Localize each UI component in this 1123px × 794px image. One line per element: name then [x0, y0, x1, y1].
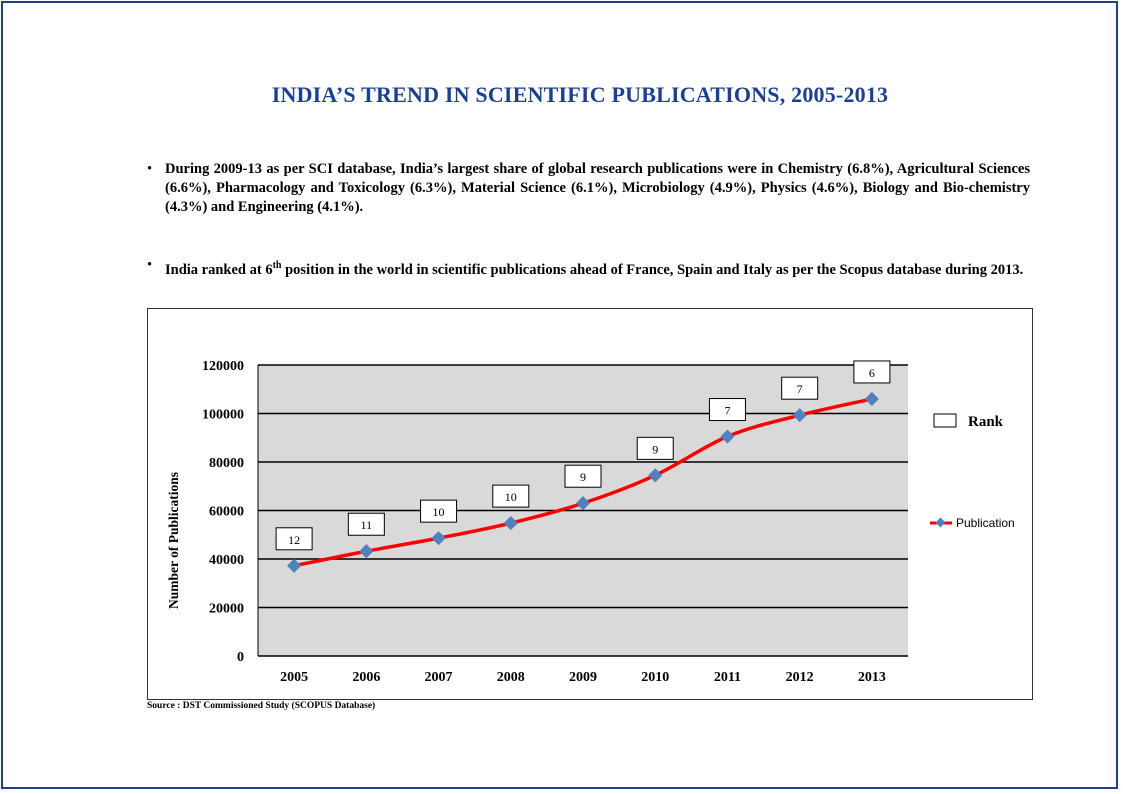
rank-label-box: [275, 527, 313, 551]
x-tick-label: 2007: [425, 670, 453, 685]
chart-container: 0 20000 40000 60000 80000 100000 120000 2005 200…: [147, 308, 1033, 700]
data-point: [792, 408, 807, 423]
data-point: [431, 531, 446, 546]
slide-title: INDIA’S TREND IN SCIENTIFIC PUBLICATIONS…: [271, 82, 889, 107]
bullet-item: • India ranked at 6th position in the wo…: [147, 256, 1030, 280]
x-tick-label: 2011: [714, 670, 741, 685]
x-tick-label: 2005: [280, 670, 308, 685]
rank-label-box: [853, 360, 891, 384]
y-tick-label: 120000: [202, 359, 244, 374]
x-tick-label: 2009: [569, 670, 597, 685]
y-tick-label: 60000: [209, 505, 244, 520]
rank-label-box: [347, 512, 385, 536]
rank-label-box: [564, 464, 602, 488]
x-tick-label: 2008: [497, 670, 525, 685]
bullet-superscript: th: [272, 260, 282, 271]
rank-label: 7: [724, 404, 730, 418]
data-point: [575, 496, 591, 511]
y-tick-label: 100000: [202, 408, 244, 423]
x-tick-label: 2012: [786, 670, 814, 685]
rank-label-box: [636, 436, 674, 460]
x-tick-label: 2006: [352, 670, 380, 685]
data-point: [359, 544, 374, 559]
bullet-dot: •: [147, 257, 153, 273]
rank-label: 11: [361, 518, 373, 532]
y-tick-label: 40000: [209, 553, 244, 568]
y-tick-label: 20000: [209, 602, 244, 617]
rank-label-box: [781, 376, 819, 400]
rank-label: 12: [288, 533, 300, 547]
rank-label: 6: [869, 366, 875, 380]
data-point: [864, 391, 879, 407]
data-point: [503, 516, 518, 531]
rank-label: 7: [797, 382, 803, 396]
bullet-text-after: position in the world in scientific publ…: [281, 261, 1024, 278]
rank-label: 9: [652, 442, 658, 456]
bullet-dot: •: [147, 161, 153, 177]
y-tick-label: 80000: [209, 456, 244, 471]
legend-publication-label: Publication: [956, 516, 1015, 530]
rank-label-box: [420, 499, 458, 523]
publications-chart: 0 20000 40000 60000 80000 100000 120000 2005 200…: [166, 359, 1015, 685]
x-tick-label: 2013: [858, 670, 886, 685]
bullet-text-before: India ranked at 6: [165, 261, 273, 278]
legend-rank-label: Rank: [968, 414, 1004, 430]
bullet-list-2: • India ranked at 6th position in the wo…: [147, 256, 1030, 280]
rank-label: 10: [505, 490, 517, 504]
rank-label: 10: [433, 505, 445, 519]
rank-label-box: [708, 398, 746, 422]
source-note: Source : DST Commissioned Study (SCOPUS …: [147, 701, 376, 711]
legend-publication-marker: [935, 517, 946, 528]
y-tick-label: 0: [237, 650, 244, 665]
data-point: [648, 468, 663, 483]
bullet-text: During 2009-13 as per SCI database, Indi…: [165, 161, 1030, 215]
rank-label: 9: [580, 470, 586, 484]
legend-rank-swatch: [933, 413, 957, 428]
data-point: [720, 429, 735, 444]
bullet-list: • During 2009-13 as per SCI database, In…: [147, 160, 1030, 217]
rank-label-box: [492, 484, 530, 508]
y-axis-label: Number of Publications: [166, 472, 181, 609]
x-tick-label: 2010: [641, 670, 669, 685]
bullet-item: • During 2009-13 as per SCI database, In…: [147, 160, 1030, 217]
